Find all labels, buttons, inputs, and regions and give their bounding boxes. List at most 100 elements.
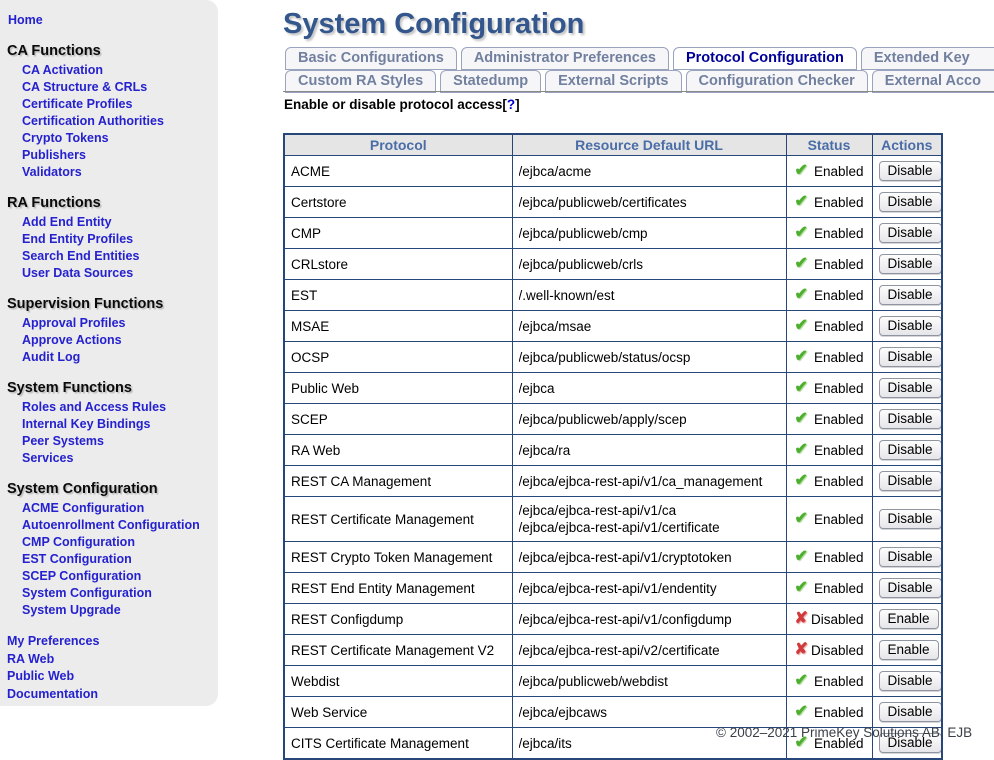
tab-custom-ra-styles[interactable]: Custom RA Styles — [285, 70, 436, 93]
table-row: RA Web /ejbca/ra Enabled Disable — [284, 435, 942, 466]
resource-url: /ejbca/ejbca-rest-api/v1/endentity — [519, 580, 780, 597]
status-label: Enabled — [814, 319, 864, 334]
check-icon — [795, 163, 813, 179]
protocol-name: REST Certificate Management V2 — [284, 635, 512, 666]
section-title: System Functions — [7, 379, 218, 397]
table-row: REST CA Management /ejbca/ejbca-rest-api… — [284, 466, 942, 497]
sidebar-item-crypto-tokens[interactable]: Crypto Tokens — [22, 130, 218, 147]
disable-button[interactable]: Disable — [879, 254, 942, 274]
check-icon — [795, 549, 813, 565]
sidebar-item-ca-structure-crls[interactable]: CA Structure & CRLs — [22, 79, 218, 96]
sidebar-item-system-upgrade[interactable]: System Upgrade — [22, 602, 218, 619]
enable-button[interactable]: Enable — [879, 640, 939, 660]
protocol-name: EST — [284, 280, 512, 311]
disable-button[interactable]: Disable — [879, 347, 942, 367]
check-icon — [795, 287, 813, 303]
tab-row-1: Basic Configurations Administrator Prefe… — [285, 47, 994, 70]
disable-button[interactable]: Disable — [879, 316, 942, 336]
disable-button[interactable]: Disable — [879, 409, 942, 429]
sidebar-item-roles-access-rules[interactable]: Roles and Access Rules — [22, 399, 218, 416]
sidebar-item-audit-log[interactable]: Audit Log — [22, 349, 218, 366]
sidebar-item-scep-configuration[interactable]: SCEP Configuration — [22, 568, 218, 585]
sidebar-item-publishers[interactable]: Publishers — [22, 147, 218, 164]
sidebar-item-acme-configuration[interactable]: ACME Configuration — [22, 500, 218, 517]
col-header-protocol: Protocol — [284, 134, 512, 156]
tab-administrator-preferences[interactable]: Administrator Preferences — [461, 47, 669, 70]
status-label: Disabled — [811, 612, 864, 627]
check-icon — [795, 704, 813, 720]
disable-button[interactable]: Disable — [879, 671, 942, 691]
protocol-name: Web Service — [284, 697, 512, 728]
help-text-close: ] — [515, 97, 520, 112]
protocol-name: REST CA Management — [284, 466, 512, 497]
sidebar-item-ra-web[interactable]: RA Web — [7, 651, 218, 669]
disable-button[interactable]: Disable — [879, 547, 942, 567]
table-row: REST Certificate Management /ejbca/ejbca… — [284, 497, 942, 542]
sidebar-item-peer-systems[interactable]: Peer Systems — [22, 433, 218, 450]
sidebar-item-approve-actions[interactable]: Approve Actions — [22, 332, 218, 349]
sidebar-item-services[interactable]: Services — [22, 450, 218, 467]
sidebar-item-add-end-entity[interactable]: Add End Entity — [22, 214, 218, 231]
col-header-status: Status — [786, 134, 872, 156]
tab-external-acco[interactable]: External Acco — [872, 70, 994, 93]
sidebar-item-approval-profiles[interactable]: Approval Profiles — [22, 315, 218, 332]
sidebar-item-ca-activation[interactable]: CA Activation — [22, 62, 218, 79]
tab-external-scripts[interactable]: External Scripts — [545, 70, 681, 93]
sidebar-item-my-preferences[interactable]: My Preferences — [7, 633, 218, 651]
protocol-name: ACME — [284, 156, 512, 187]
sidebar-section-ra-functions: RA Functions Add End Entity End Entity P… — [0, 194, 218, 282]
disable-button[interactable]: Disable — [879, 509, 942, 529]
enable-button[interactable]: Enable — [879, 609, 939, 629]
disable-button[interactable]: Disable — [879, 440, 942, 460]
protocol-table: Protocol Resource Default URL Status Act… — [283, 133, 943, 760]
sidebar-item-est-configuration[interactable]: EST Configuration — [22, 551, 218, 568]
tab-configuration-checker[interactable]: Configuration Checker — [686, 70, 868, 93]
disable-button[interactable]: Disable — [879, 702, 942, 722]
disable-button[interactable]: Disable — [879, 378, 942, 398]
sidebar-item-autoenrollment-configuration[interactable]: Autoenrollment Configuration — [22, 517, 218, 534]
section-title: RA Functions — [7, 194, 218, 212]
sidebar-item-certificate-profiles[interactable]: Certificate Profiles — [22, 96, 218, 113]
tab-row-2: Custom RA Styles Statedump External Scri… — [285, 70, 994, 93]
table-row: Certstore /ejbca/publicweb/certificates … — [284, 187, 942, 218]
status-label: Enabled — [814, 550, 864, 565]
sidebar-item-certification-authorities[interactable]: Certification Authorities — [22, 113, 218, 130]
disable-button[interactable]: Disable — [879, 471, 942, 491]
sidebar-section-system-configuration: System Configuration ACME Configuration … — [0, 480, 218, 619]
disable-button[interactable]: Disable — [879, 285, 942, 305]
sidebar-item-cmp-configuration[interactable]: CMP Configuration — [22, 534, 218, 551]
protocol-name: Public Web — [284, 373, 512, 404]
disable-button[interactable]: Disable — [879, 223, 942, 243]
resource-url: /ejbca/msae — [519, 318, 780, 335]
tab-basic-configurations[interactable]: Basic Configurations — [285, 47, 457, 70]
tab-protocol-configuration[interactable]: Protocol Configuration — [673, 47, 857, 70]
check-icon — [795, 673, 813, 689]
sidebar-item-validators[interactable]: Validators — [22, 164, 218, 181]
disable-button[interactable]: Disable — [879, 161, 942, 181]
status-label: Enabled — [814, 288, 864, 303]
tab-statedump[interactable]: Statedump — [440, 70, 541, 93]
sidebar-item-documentation[interactable]: Documentation — [7, 686, 218, 704]
resource-url: /ejbca/ejbca-rest-api/v1/ca_management — [519, 473, 780, 490]
sidebar-item-system-configuration[interactable]: System Configuration — [22, 585, 218, 602]
table-row: CRLstore /ejbca/publicweb/crls Enabled D… — [284, 249, 942, 280]
sidebar-footer-links: My Preferences RA Web Public Web Documen… — [0, 633, 218, 703]
tab-extended-key[interactable]: Extended Key — [861, 47, 994, 70]
sidebar-item-public-web[interactable]: Public Web — [7, 668, 218, 686]
sidebar-item-home[interactable]: Home — [8, 12, 218, 29]
disable-button[interactable]: Disable — [879, 578, 942, 598]
check-icon — [795, 256, 813, 272]
disable-button[interactable]: Disable — [879, 192, 942, 212]
sidebar-item-end-entity-profiles[interactable]: End Entity Profiles — [22, 231, 218, 248]
sidebar-item-internal-key-bindings[interactable]: Internal Key Bindings — [22, 416, 218, 433]
status-label: Enabled — [814, 443, 864, 458]
help-question-link[interactable]: ? — [507, 97, 515, 112]
sidebar-item-search-end-entities[interactable]: Search End Entities — [22, 248, 218, 265]
status-label: Enabled — [814, 226, 864, 241]
status-label: Enabled — [814, 412, 864, 427]
sidebar-item-user-data-sources[interactable]: User Data Sources — [22, 265, 218, 282]
tab-bar-underline — [283, 91, 994, 92]
protocol-name: OCSP — [284, 342, 512, 373]
check-icon — [795, 194, 813, 210]
protocol-name: REST Crypto Token Management — [284, 542, 512, 573]
